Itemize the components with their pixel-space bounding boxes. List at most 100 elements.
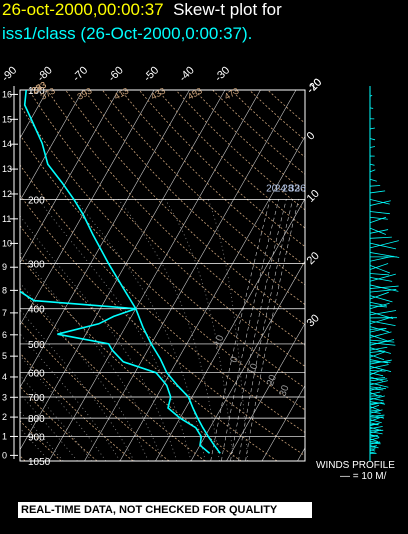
wind-barb — [369, 285, 399, 289]
wind-barb — [369, 107, 374, 109]
dry-adiabat-label: 413 — [112, 86, 130, 102]
wind-barb — [369, 216, 388, 220]
wind-barb — [369, 211, 390, 215]
wind-barb — [369, 265, 391, 274]
pressure-label: 200 — [28, 195, 45, 206]
wind-barb — [369, 200, 391, 206]
isotherm-line — [20, 90, 155, 326]
moist-adiabat-lines — [20, 199, 249, 461]
isotherm-line — [20, 90, 84, 202]
right-temperature-label: 30 — [305, 312, 322, 329]
wind-barb — [369, 305, 388, 308]
isotherm-line — [20, 90, 226, 451]
moist-adiabat-label: 10 — [247, 362, 261, 377]
isobar-lines — [20, 89, 305, 462]
wind-barb — [369, 252, 400, 258]
winds-scale-label: — = 10 M/ — [340, 471, 387, 482]
wind-barb — [369, 414, 385, 417]
dry-adiabat-line — [20, 420, 62, 461]
pressure-label: 100 — [28, 86, 45, 97]
dry-adiabat-line — [138, 90, 305, 248]
height-label: 14 — [2, 139, 12, 149]
wind-barb — [369, 240, 399, 249]
dry-adiabat-label: 473 — [223, 86, 241, 102]
moist-adiabat-label: -10 — [211, 333, 226, 351]
dry-adiabat-line — [249, 90, 305, 141]
moist-adiabat-line — [20, 251, 163, 461]
right-temperature-label: 0 — [305, 130, 318, 143]
wind-barb — [369, 95, 373, 97]
mixing-ratio-line — [221, 199, 280, 461]
height-label: 15 — [2, 114, 12, 124]
dry-adiabat-line — [267, 90, 305, 124]
dry-adiabat-line — [20, 164, 305, 433]
wind-barb — [369, 388, 384, 391]
height-label: 2 — [2, 412, 7, 422]
dewpoint-profile — [20, 290, 211, 454]
wind-barb — [369, 417, 380, 422]
sounding-profiles — [20, 90, 221, 454]
moist-adiabat-line — [20, 215, 178, 461]
right-temperature-label: 10 — [305, 188, 322, 205]
wind-barb — [369, 284, 399, 292]
wind-barb — [369, 365, 392, 373]
height-label: 7 — [2, 308, 7, 318]
pressure-label: 400 — [28, 305, 45, 316]
wind-barb — [369, 242, 397, 250]
wind-barb — [369, 227, 387, 235]
wind-barb — [369, 339, 395, 346]
moist-adiabat-line — [164, 199, 234, 461]
moist-adiabat-label: 30 — [277, 383, 291, 398]
moist-adiabat-line — [74, 199, 206, 461]
dry-adiabat-line — [230, 90, 305, 158]
wind-barb — [369, 449, 376, 452]
wind-barb — [369, 395, 385, 401]
temperature-profile — [23, 90, 221, 454]
moist-adiabat-line — [118, 199, 220, 461]
title-text: Skew-t plot for — [173, 0, 282, 19]
mixing-ratio-label: 24 — [275, 183, 287, 194]
wind-barb — [369, 414, 385, 419]
height-label: 6 — [2, 330, 7, 340]
wind-barb — [369, 451, 377, 454]
mixing-ratio-line — [238, 199, 294, 461]
wind-barb — [369, 354, 385, 361]
right-temperature-label: -10 — [305, 76, 325, 96]
wind-barb — [369, 409, 383, 414]
height-label: 4 — [2, 372, 7, 382]
dry-adiabat-label: 453 — [186, 86, 204, 102]
top-temperature-label: -90 — [0, 64, 19, 84]
pressure-label: 700 — [28, 393, 45, 404]
isotherm-line — [226, 322, 305, 461]
mixing-ratio-label: 36 — [295, 183, 307, 194]
plot-frame — [10, 86, 306, 462]
wind-barb — [369, 441, 381, 443]
pressure-label: 800 — [28, 414, 45, 425]
wind-barb — [369, 263, 389, 270]
wind-barb — [369, 185, 381, 187]
wind-barb — [369, 404, 380, 409]
wind-barb — [369, 301, 387, 307]
chart-subtitle: iss1/class (26-Oct-2000,0:00:37). — [2, 24, 253, 43]
pressure-label: 500 — [28, 340, 45, 351]
dry-adiabat-lines — [20, 90, 305, 461]
wind-barb — [369, 419, 382, 424]
isotherm-line — [155, 198, 305, 461]
height-label: 9 — [2, 262, 7, 272]
wind-barb — [369, 434, 380, 438]
dry-adiabat-line — [83, 90, 305, 306]
wind-barb — [369, 310, 397, 316]
right-temperature-label: 20 — [305, 250, 322, 267]
dry-adiabat-line — [20, 319, 170, 461]
mixing-ratio-label: 28 — [282, 183, 294, 194]
wind-barb — [369, 311, 394, 319]
mixing-ratio-label: 32 — [289, 183, 301, 194]
winds-profile-label: WINDS PROFILE — [316, 460, 395, 471]
isotherm-line — [20, 90, 119, 264]
dry-adiabat-line — [46, 90, 305, 346]
wind-barb — [369, 334, 389, 342]
wind-barb — [369, 397, 384, 402]
moist-adiabat-label: 20 — [265, 373, 279, 388]
dry-adiabat-label: 433 — [149, 86, 167, 102]
dry-adiabat-line — [20, 104, 305, 389]
